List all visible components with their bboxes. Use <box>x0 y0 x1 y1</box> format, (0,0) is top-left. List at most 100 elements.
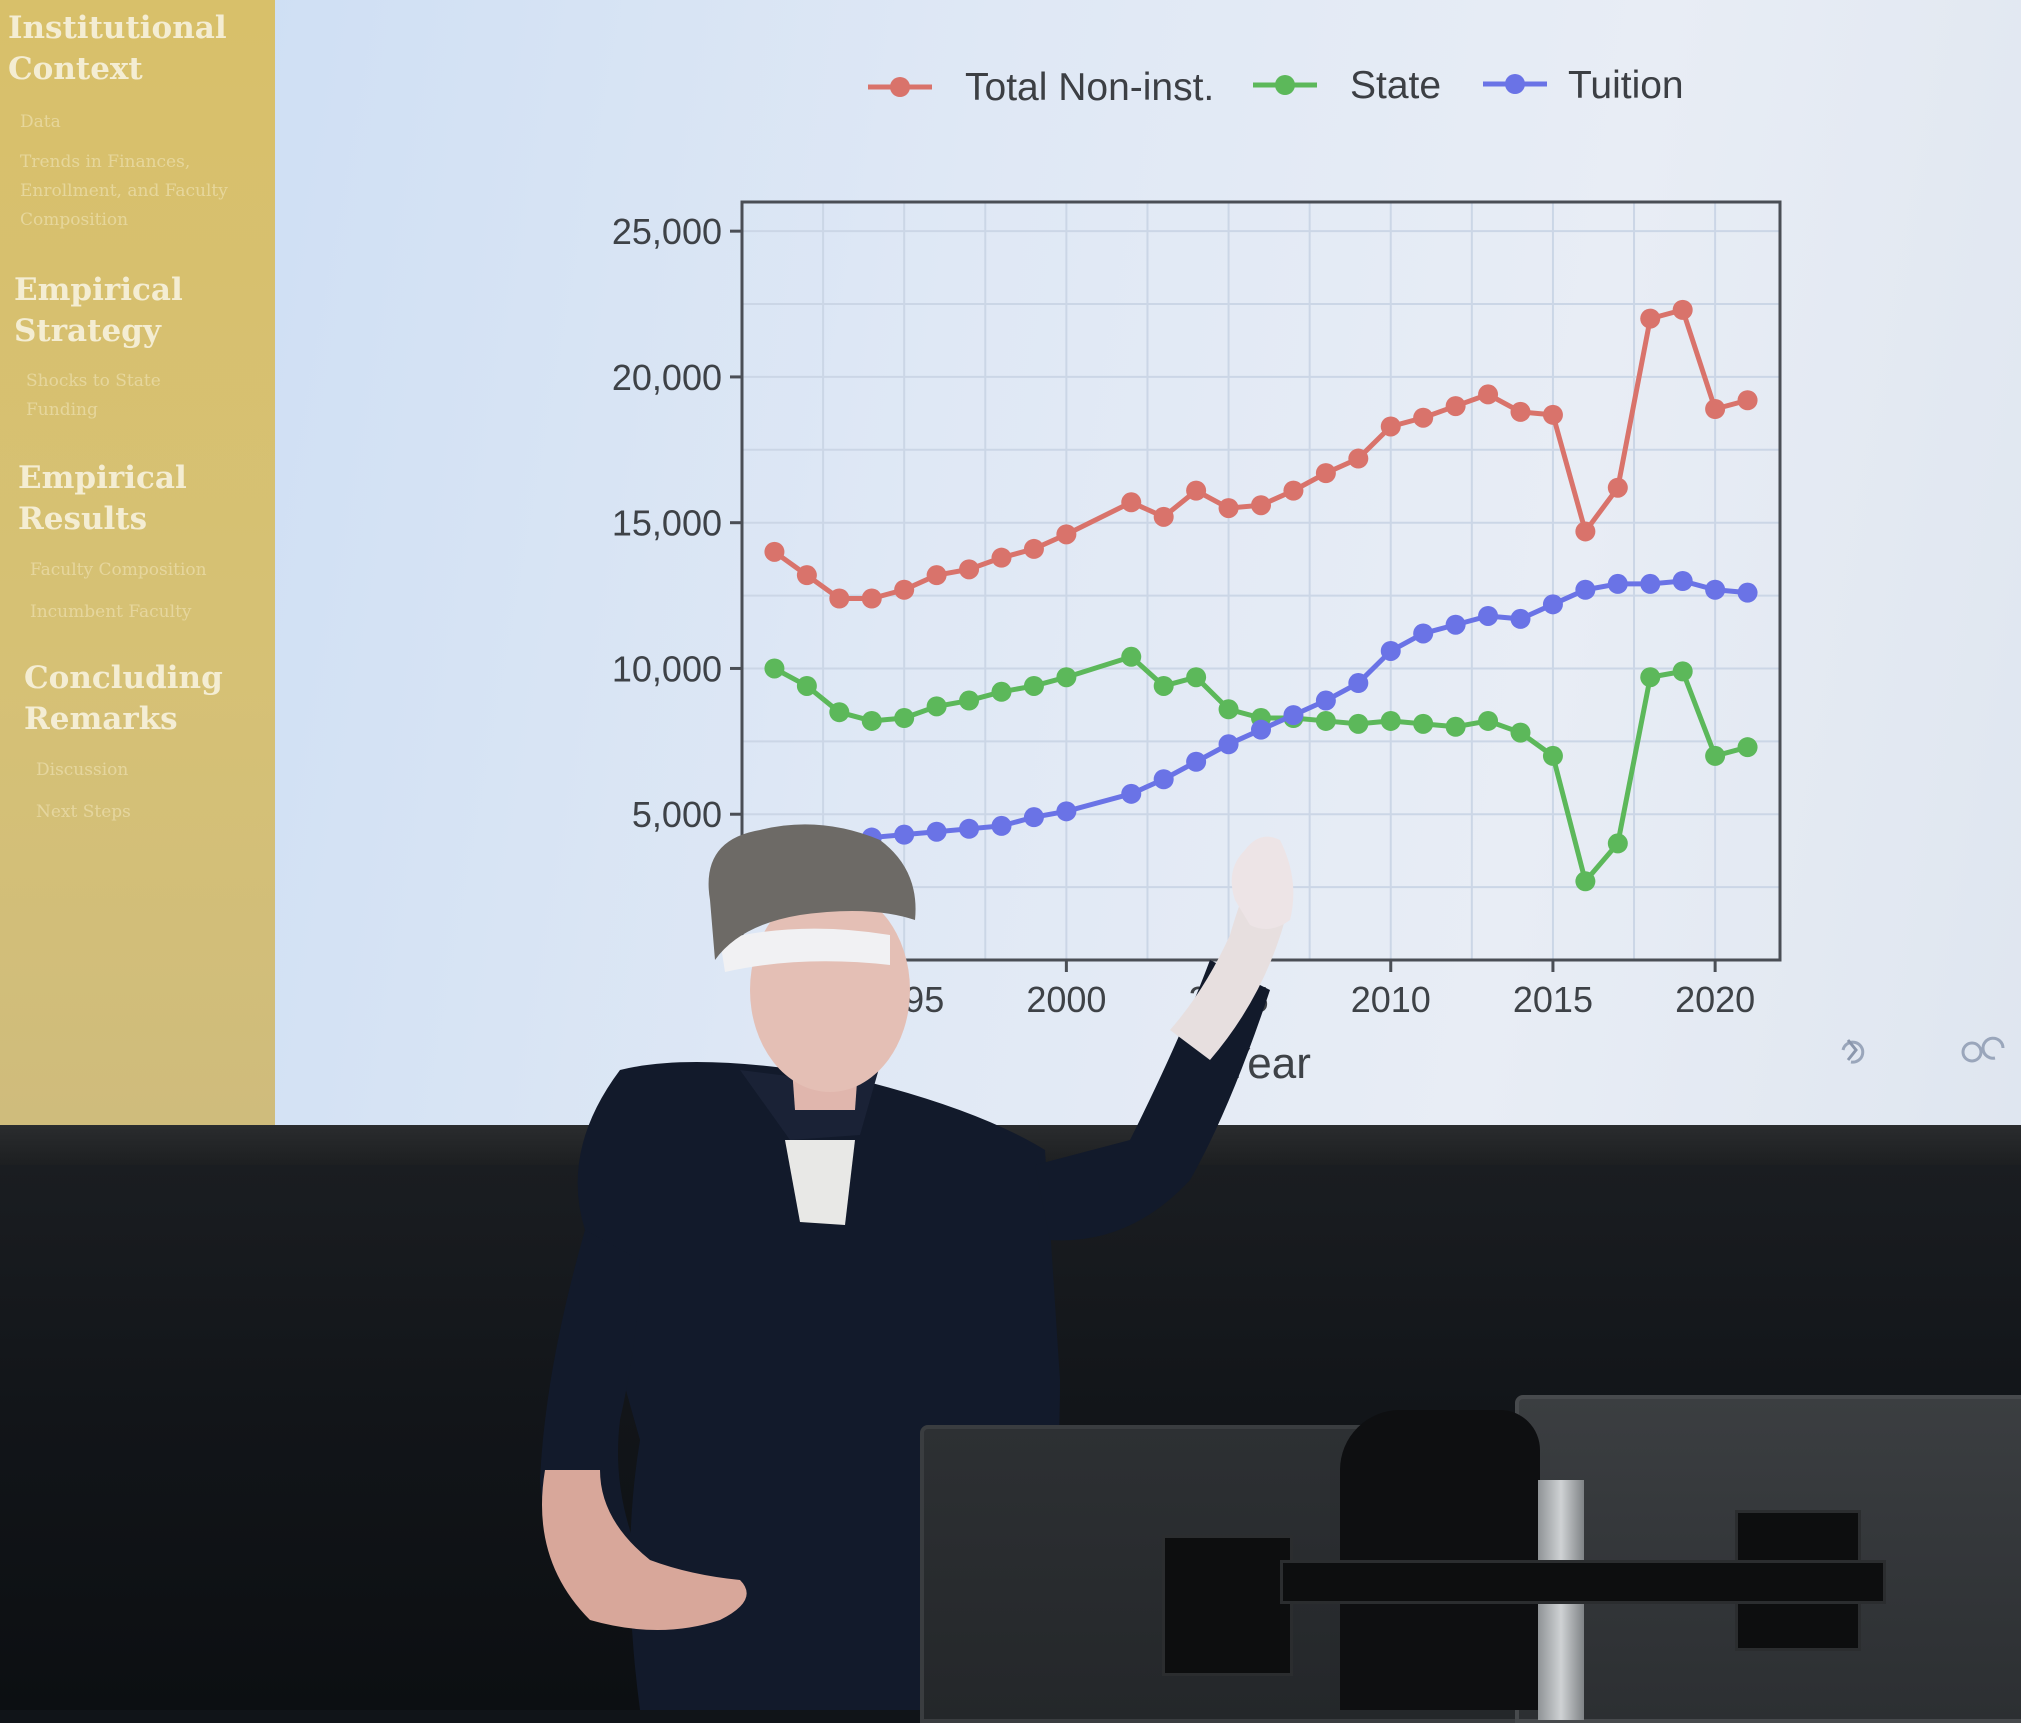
sidebar-item-discussion: Discussion <box>36 760 129 780</box>
y-tick-label: 5,000 <box>632 794 722 835</box>
sidebar-section-institutional-context: Institutional Context <box>8 10 227 87</box>
data-point-total-non-inst <box>1056 524 1077 545</box>
data-point-state <box>764 658 785 679</box>
data-point-state <box>1056 667 1077 688</box>
data-point-total-non-inst <box>796 565 817 586</box>
presenter-left-hand <box>542 1470 747 1630</box>
data-point-tuition <box>1445 614 1466 635</box>
series-state <box>764 646 1758 892</box>
data-point-total-non-inst <box>1023 538 1044 559</box>
legend-label-state: State <box>1350 64 1441 107</box>
data-point-state <box>894 708 915 729</box>
x-tick-label: 2000 <box>1026 979 1106 1020</box>
data-point-total-non-inst <box>1186 480 1207 501</box>
data-point-total-non-inst <box>1705 398 1726 419</box>
data-point-tuition <box>1672 571 1693 591</box>
data-point-tuition <box>1380 640 1401 661</box>
data-point-total-non-inst <box>1380 416 1401 437</box>
data-point-total-non-inst <box>1413 407 1434 428</box>
data-point-state <box>829 702 850 723</box>
chart-gridlines <box>742 202 1780 960</box>
chart-series <box>764 299 1758 892</box>
legend-marker-state <box>1275 75 1295 95</box>
data-point-total-non-inst <box>991 547 1012 568</box>
y-tick-label: 20,000 <box>612 357 722 398</box>
data-point-state <box>1542 745 1563 766</box>
sidebar-item-next-steps: Next Steps <box>36 802 131 822</box>
sidebar-item-data: Data <box>20 112 61 132</box>
slide-sidebar: Institutional Context Data Trends in Fin… <box>0 0 275 1125</box>
data-point-state <box>1380 710 1401 731</box>
data-point-total-non-inst <box>1737 390 1758 411</box>
data-point-tuition <box>1478 605 1499 626</box>
data-point-tuition <box>1575 579 1596 600</box>
data-point-state <box>959 690 980 711</box>
data-point-tuition <box>1186 751 1207 772</box>
data-point-total-non-inst <box>1510 401 1531 422</box>
data-point-tuition <box>894 824 915 845</box>
sidebar-section-concluding-remarks: Concluding Remarks <box>24 660 223 737</box>
data-point-total-non-inst <box>861 588 882 609</box>
data-point-state <box>1413 713 1434 734</box>
data-point-state <box>796 675 817 696</box>
data-point-tuition <box>1510 608 1531 629</box>
y-tick-label: 15,000 <box>612 503 722 544</box>
data-point-state <box>1153 675 1174 696</box>
data-point-total-non-inst <box>1348 448 1369 469</box>
data-point-state <box>1023 675 1044 696</box>
x-tick-label: 2010 <box>1351 979 1431 1020</box>
presenter-headband <box>720 928 890 972</box>
data-point-total-non-inst <box>1315 463 1336 484</box>
next-slide-icon[interactable] <box>1846 1039 1858 1061</box>
data-point-tuition <box>1640 573 1661 594</box>
y-tick-label: 25,000 <box>612 211 722 252</box>
data-point-state <box>1705 745 1726 766</box>
data-point-tuition <box>1023 807 1044 828</box>
data-point-total-non-inst <box>1542 404 1563 425</box>
legend-label-tuition: Tuition <box>1568 64 1684 107</box>
data-point-state <box>1445 716 1466 737</box>
data-point-total-non-inst <box>1672 299 1693 320</box>
data-point-state <box>1315 710 1336 731</box>
legend-marker-tuition <box>1505 74 1525 94</box>
data-point-tuition <box>1348 673 1369 694</box>
sidebar-section-empirical-results: Empirical Results <box>18 460 187 537</box>
data-point-tuition <box>1413 623 1434 644</box>
data-point-state <box>861 710 882 731</box>
sidebar-item-trends: Trends in Finances, Enrollment, and Facu… <box>20 152 228 230</box>
data-point-total-non-inst <box>1478 384 1499 405</box>
series-tuition <box>764 571 1758 874</box>
data-point-tuition <box>1153 769 1174 790</box>
data-point-total-non-inst <box>894 579 915 600</box>
x-tick-label: 2015 <box>1513 979 1593 1020</box>
data-point-state <box>1737 737 1758 758</box>
slide-navigation-icons[interactable] <box>1841 1036 2005 1064</box>
data-point-state <box>1607 833 1628 854</box>
data-point-total-non-inst <box>764 541 785 562</box>
monitor-mount-bar <box>1280 1560 1886 1604</box>
data-point-total-non-inst <box>829 588 850 609</box>
data-point-total-non-inst <box>1640 308 1661 329</box>
data-point-tuition <box>1315 690 1336 711</box>
data-point-total-non-inst <box>1251 495 1271 516</box>
zoom-icon[interactable] <box>1961 1041 1983 1063</box>
data-point-tuition <box>1121 783 1142 804</box>
data-point-total-non-inst <box>1121 492 1142 513</box>
undo-icon[interactable] <box>1841 1040 1865 1064</box>
monitor-mount-left <box>1162 1535 1293 1676</box>
data-point-state <box>1640 667 1661 688</box>
data-point-state <box>1186 667 1207 688</box>
data-point-state <box>1121 646 1142 667</box>
data-point-state <box>1348 713 1369 734</box>
data-point-state <box>926 696 947 717</box>
data-point-tuition <box>1607 573 1628 594</box>
legend-label-total: Total Non-inst. <box>965 66 1214 109</box>
data-point-state <box>1510 722 1531 743</box>
data-point-total-non-inst <box>959 559 980 580</box>
data-point-total-non-inst <box>1445 396 1466 417</box>
series-total-non-inst <box>764 299 1758 609</box>
redo-icon[interactable] <box>1981 1036 2005 1060</box>
data-point-total-non-inst <box>1153 506 1174 527</box>
